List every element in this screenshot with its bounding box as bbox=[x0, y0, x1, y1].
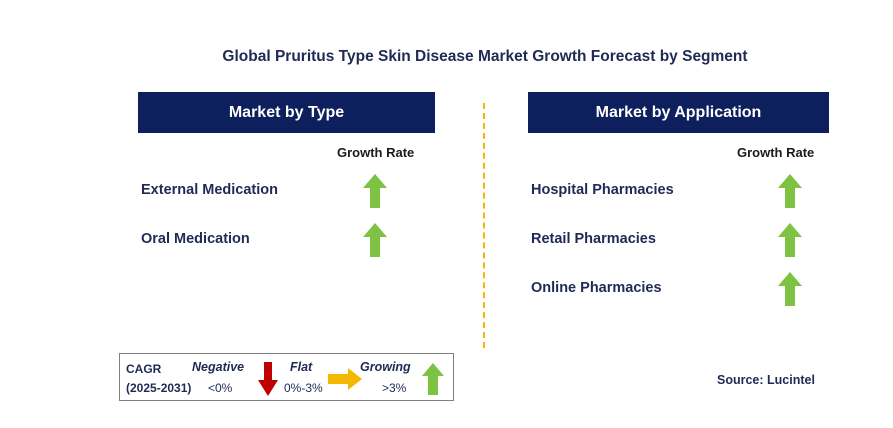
dashed-divider bbox=[483, 103, 485, 348]
legend-title-period: (2025-2031) bbox=[126, 381, 192, 395]
green-up-arrow-icon bbox=[363, 223, 387, 257]
green-up-arrow-icon bbox=[778, 174, 802, 208]
panel-header-application: Market by Application bbox=[528, 92, 829, 133]
legend-growing-label: Growing bbox=[360, 360, 411, 374]
legend-flat-label: Flat bbox=[290, 360, 313, 374]
legend-negative-range: <0% bbox=[208, 381, 233, 395]
growth-rate-header-application: Growth Rate bbox=[737, 145, 815, 160]
source-note: Source: Lucintel bbox=[717, 373, 815, 387]
chart-title: Global Pruritus Type Skin Disease Market… bbox=[222, 48, 748, 65]
legend-growing-range: >3% bbox=[382, 381, 407, 395]
red-down-arrow-icon bbox=[258, 362, 278, 396]
yellow-right-arrow-icon bbox=[328, 368, 362, 390]
segment-label: Retail Pharmacies bbox=[531, 231, 656, 247]
segment-label: Oral Medication bbox=[141, 231, 250, 247]
legend-title-cagr: CAGR bbox=[126, 362, 162, 376]
legend-flat-range: 0%-3% bbox=[284, 381, 323, 395]
segment-label: External Medication bbox=[141, 182, 278, 198]
green-up-arrow-icon bbox=[363, 174, 387, 208]
panel-header-type: Market by Type bbox=[138, 92, 435, 133]
growth-rate-header-type: Growth Rate bbox=[337, 145, 415, 160]
green-up-arrow-icon bbox=[778, 272, 802, 306]
cagr-legend: CAGR (2025-2031) Negative <0% Flat 0%-3%… bbox=[119, 353, 454, 401]
segment-label: Hospital Pharmacies bbox=[531, 182, 674, 198]
segment-label: Online Pharmacies bbox=[531, 280, 662, 296]
legend-negative-label: Negative bbox=[192, 360, 245, 374]
green-up-arrow-icon bbox=[422, 363, 444, 395]
green-up-arrow-icon bbox=[778, 223, 802, 257]
